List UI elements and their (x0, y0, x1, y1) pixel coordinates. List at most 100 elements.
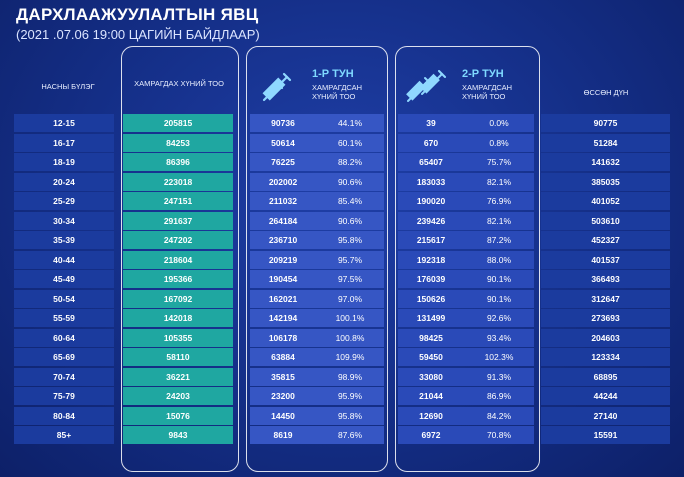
total-cell: 167092 (123, 289, 233, 308)
dose1-percent-cell: 100.1% (316, 309, 384, 327)
dose1-percent-cell: 100.8% (316, 328, 384, 347)
dose1-count-cell: 8619 (250, 426, 316, 444)
dose2-count-cell: 176039 (398, 270, 464, 288)
dose2-percent-cell: 87.2% (464, 231, 534, 249)
dose2-count-cell: 131499 (398, 309, 464, 327)
dose2-count-cell: 39 (398, 114, 464, 132)
dose2-count-cell: 670 (398, 133, 464, 152)
dose2-percent-cell: 75.7% (464, 153, 534, 171)
dose2-percent-cell: 91.3% (464, 367, 534, 386)
dose1-count-cell: 209219 (250, 250, 316, 269)
table-row: 50-54 167092 162021 97.0% 150626 90.1% 312647 (14, 289, 670, 308)
age-cell: 30-34 (14, 211, 114, 230)
age-cell: 55-59 (14, 309, 114, 327)
dose2-count-cell: 192318 (398, 250, 464, 269)
cumulative-cell: 503610 (541, 211, 670, 230)
cumulative-cell: 68895 (541, 367, 670, 386)
age-cell: 16-17 (14, 133, 114, 152)
cumulative-cell: 141632 (541, 153, 670, 171)
table-row: 25-29 247151 211032 85.4% 190020 76.9% 401052 (14, 192, 670, 210)
cumulative-header: ӨССӨН ДҮН (583, 88, 629, 97)
age-cell: 18-19 (14, 153, 114, 171)
cumulative-cell: 44244 (541, 387, 670, 405)
dose1-count-cell: 190454 (250, 270, 316, 288)
total-cell: 9843 (123, 426, 233, 444)
dose1-count-cell: 202002 (250, 172, 316, 191)
table-row: 85+ 9843 8619 87.6% 6972 70.8% 15591 (14, 426, 670, 444)
dose1-percent-cell: 109.9% (316, 348, 384, 366)
table-row: 18-19 86396 76225 88.2% 65407 75.7% 141632 (14, 153, 670, 171)
total-cell: 195366 (123, 270, 233, 288)
dose2-count-cell: 12690 (398, 406, 464, 425)
dose2-percent-cell: 70.8% (464, 426, 534, 444)
dose1-percent-cell: 44.1% (316, 114, 384, 132)
dose2-count-cell: 6972 (398, 426, 464, 444)
total-cell: 247151 (123, 192, 233, 210)
dose2-column-frame (395, 46, 540, 472)
dose2-percent-cell: 0.0% (464, 114, 534, 132)
age-cell: 80-84 (14, 406, 114, 425)
table-row: 60-64 105355 106178 100.8% 98425 93.4% 204603 (14, 328, 670, 347)
dose1-percent-cell: 95.8% (316, 231, 384, 249)
syringe-icon (262, 72, 292, 102)
total-cell: 24203 (123, 387, 233, 405)
dose1-header: 1-Р ТУН ХАМРАГДСАН ХҮНИЙ ТОО (258, 64, 383, 110)
dose2-percent-cell: 0.8% (464, 133, 534, 152)
dose2-count-cell: 215617 (398, 231, 464, 249)
two-syringes-icon (406, 70, 446, 102)
age-cell: 20-24 (14, 172, 114, 191)
dose1-percent-cell: 97.5% (316, 270, 384, 288)
dose1-percent-cell: 95.8% (316, 406, 384, 425)
table-row: 12-15 205815 90736 44.1% 39 0.0% 90775 (14, 114, 670, 132)
dose1-subtitle: ХАМРАГДСАН ХҮНИЙ ТОО (312, 83, 363, 101)
cumulative-cell: 51284 (541, 133, 670, 152)
cumulative-cell: 15591 (541, 426, 670, 444)
dose1-percent-cell: 60.1% (316, 133, 384, 152)
dose1-percent-cell: 87.6% (316, 426, 384, 444)
dose2-percent-cell: 92.6% (464, 309, 534, 327)
dose1-count-cell: 23200 (250, 387, 316, 405)
dose2-percent-cell: 86.9% (464, 387, 534, 405)
table-row: 16-17 84253 50614 60.1% 670 0.8% 51284 (14, 133, 670, 152)
cumulative-cell: 27140 (541, 406, 670, 425)
age-cell: 85+ (14, 426, 114, 444)
total-cell: 291637 (123, 211, 233, 230)
dose1-percent-cell: 97.0% (316, 289, 384, 308)
age-group-header: НАСНЫ БҮЛЭГ (41, 82, 95, 91)
age-cell: 50-54 (14, 289, 114, 308)
dose2-subtitle: ХАМРАГДСАН ХҮНИЙ ТОО (462, 83, 513, 101)
table-row: 40-44 218604 209219 95.7% 192318 88.0% 401537 (14, 250, 670, 269)
cumulative-cell: 90775 (541, 114, 670, 132)
table-row: 30-34 291637 264184 90.6% 239426 82.1% 503610 (14, 211, 670, 230)
cumulative-cell: 123334 (541, 348, 670, 366)
dose1-percent-cell: 90.6% (316, 172, 384, 191)
dose1-percent-cell: 98.9% (316, 367, 384, 386)
dose2-count-cell: 150626 (398, 289, 464, 308)
dose2-percent-cell: 90.1% (464, 270, 534, 288)
dose2-count-cell: 190020 (398, 192, 464, 210)
dose1-count-cell: 236710 (250, 231, 316, 249)
age-cell: 12-15 (14, 114, 114, 132)
dose1-title: 1-Р ТУН (312, 68, 354, 80)
dose1-count-cell: 63884 (250, 348, 316, 366)
dose1-count-cell: 142194 (250, 309, 316, 327)
total-cell: 223018 (123, 172, 233, 191)
dose2-percent-cell: 82.1% (464, 172, 534, 191)
total-cell: 218604 (123, 250, 233, 269)
table-row: 80-84 15076 14450 95.8% 12690 84.2% 27140 (14, 406, 670, 425)
age-cell: 70-74 (14, 367, 114, 386)
dose1-count-cell: 211032 (250, 192, 316, 210)
total-cell: 142018 (123, 309, 233, 327)
age-cell: 65-69 (14, 348, 114, 366)
dose2-percent-cell: 84.2% (464, 406, 534, 425)
cumulative-cell: 312647 (541, 289, 670, 308)
dose1-count-cell: 50614 (250, 133, 316, 152)
cumulative-cell: 401052 (541, 192, 670, 210)
cumulative-cell: 366493 (541, 270, 670, 288)
table-row: 65-69 58110 63884 109.9% 59450 102.3% 123334 (14, 348, 670, 366)
dose1-percent-cell: 88.2% (316, 153, 384, 171)
dose2-count-cell: 59450 (398, 348, 464, 366)
dose2-percent-cell: 102.3% (464, 348, 534, 366)
total-cell: 84253 (123, 133, 233, 152)
age-cell: 35-39 (14, 231, 114, 249)
